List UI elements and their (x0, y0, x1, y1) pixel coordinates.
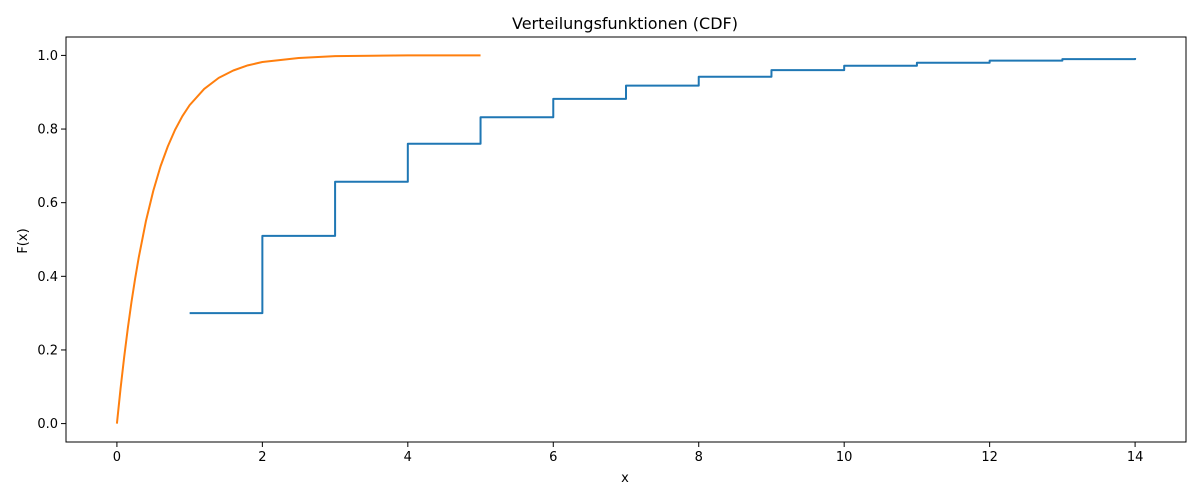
plot-series (115, 54, 1137, 424)
x-tick-label: 0 (113, 450, 121, 465)
continuous-cdf-line (115, 54, 481, 424)
x-tick-label: 12 (981, 450, 998, 465)
x-axis-label: x (621, 471, 629, 486)
y-axis-label: F(x) (16, 228, 31, 253)
x-tick-label: 6 (549, 450, 557, 465)
y-tick-label: 0.2 (37, 343, 58, 358)
x-tick-label: 14 (1127, 450, 1144, 465)
y-tick-label: 0.4 (37, 270, 58, 285)
x-tick-label: 4 (404, 450, 412, 465)
x-tick-label: 8 (695, 450, 703, 465)
y-tick-label: 0.0 (37, 417, 58, 432)
x-tick-label: 10 (836, 450, 853, 465)
y-tick-label: 0.8 (37, 123, 58, 138)
y-tick-label: 0.6 (37, 196, 58, 211)
x-tick-label: 2 (258, 450, 266, 465)
y-tick-label: 1.0 (37, 49, 58, 64)
y-axis-ticks: 0.0 0.2 0.4 0.6 0.8 1.0 (37, 49, 66, 432)
plot-frame (65, 36, 1187, 443)
chart-title: Verteilungsfunktionen (CDF) (512, 14, 738, 33)
x-axis-ticks: 0 2 4 6 8 10 12 14 (113, 442, 1144, 465)
step-cdf-line (189, 57, 1137, 315)
